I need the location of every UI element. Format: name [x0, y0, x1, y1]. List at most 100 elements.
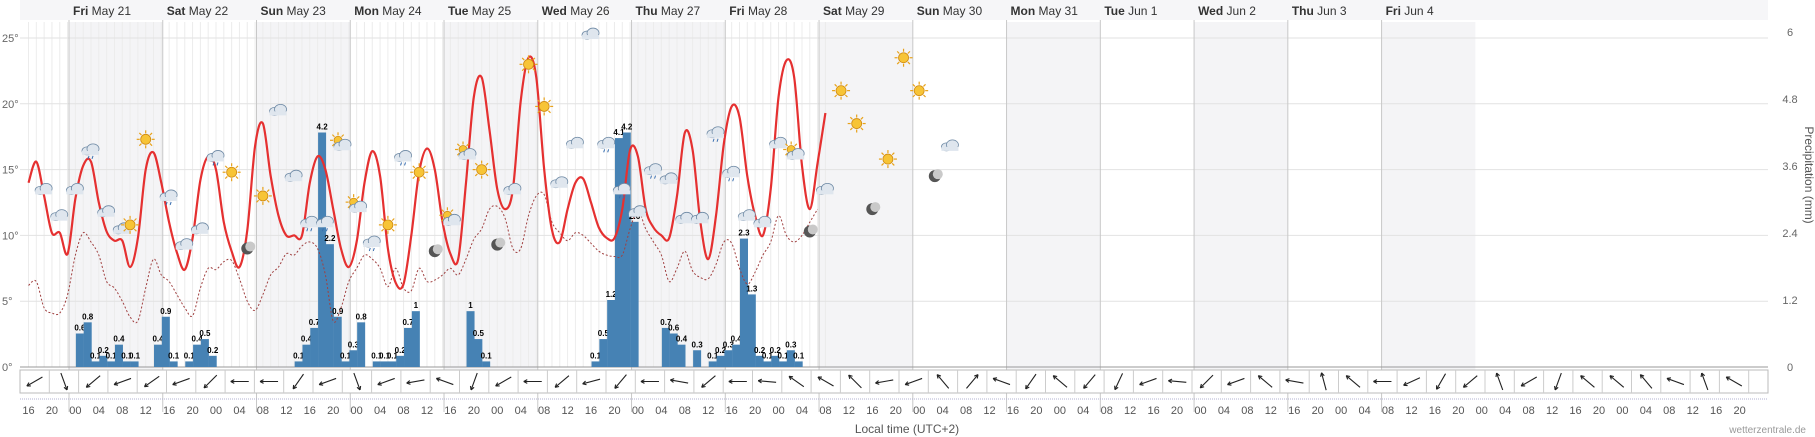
precip-bar — [591, 361, 600, 367]
cloud-base — [363, 242, 381, 247]
hour-tick-label: 00 — [69, 405, 81, 417]
wind-arrow-icon — [817, 376, 834, 387]
temp-tick-label: 25° — [2, 33, 19, 45]
cloud-base — [175, 245, 193, 250]
wind-arrow-head — [992, 378, 997, 382]
wind-arrow-icon — [377, 377, 395, 386]
wind-arrow-icon — [1199, 374, 1214, 389]
day-label: Mon May 24 — [354, 4, 422, 18]
cloud-base — [285, 177, 303, 182]
wind-arrow-head — [701, 385, 706, 388]
sun-ray — [785, 143, 789, 147]
wind-arrow-icon — [113, 377, 132, 386]
cloud-base — [394, 157, 412, 162]
precip-value-label: 0.1 — [184, 351, 196, 360]
hour-tick-label: 04 — [1640, 405, 1652, 417]
cloud-base — [644, 170, 662, 175]
day-date: Jun 3 — [1314, 4, 1347, 18]
rain-drop — [216, 162, 219, 166]
hour-tick-label: 20 — [186, 405, 198, 417]
wind-arrow-head — [1554, 385, 1556, 391]
hour-tick-label: 20 — [327, 405, 339, 417]
sun-ray — [532, 68, 536, 72]
precip-bar — [310, 327, 319, 367]
wind-arrow-head — [848, 374, 851, 380]
day-date: May 21 — [88, 4, 131, 18]
precip-value-label: 0.4 — [301, 335, 313, 344]
precip-value-label: 0.1 — [106, 351, 118, 360]
wind-arrow-head — [1227, 384, 1232, 386]
wind-arrow-shaft — [1609, 375, 1625, 388]
wind-arrow-shaft — [353, 372, 361, 391]
rain-drop — [732, 178, 735, 182]
day-date: May 28 — [745, 4, 788, 18]
precip-bar — [404, 327, 413, 367]
hour-tick-label: 04 — [937, 405, 949, 417]
precip-value-label: 0.2 — [754, 346, 766, 355]
wind-arrow-head — [319, 384, 324, 386]
wind-arrow-head — [1666, 377, 1672, 379]
hour-tick-label: 00 — [1054, 405, 1066, 417]
rain-drop — [404, 162, 406, 166]
sun-ray — [422, 176, 426, 180]
wind-arrow-icon — [259, 379, 279, 384]
sun-ray — [474, 162, 478, 166]
day-date: May 24 — [379, 4, 422, 18]
day-label: Thu May 27 — [636, 4, 701, 18]
wind-arrow-icon — [353, 372, 362, 391]
sun-disc — [882, 153, 894, 165]
sun-disc — [413, 166, 425, 178]
hour-tick-label: 20 — [1030, 405, 1042, 417]
hour-tick-label: 12 — [561, 405, 573, 417]
wind-arrow-head — [1168, 380, 1173, 384]
rain-drop — [712, 138, 715, 142]
precip-value-label: 0.5 — [473, 329, 485, 338]
wind-arrow-shaft — [788, 375, 805, 388]
precip-value-label: 0.7 — [309, 318, 321, 327]
precip-bar — [294, 361, 303, 367]
rain-drop — [165, 201, 168, 206]
wind-arrow-head — [1436, 386, 1441, 390]
sun-ray — [521, 57, 525, 61]
hour-tick-label: 16 — [22, 405, 34, 417]
wind-arrow-icon — [85, 375, 101, 388]
wind-arrow-icon — [936, 374, 950, 389]
wind-arrow-head — [817, 376, 821, 381]
hour-tick-label: 08 — [1663, 405, 1675, 417]
precip-bar — [716, 355, 725, 367]
wind-arrow-head — [113, 381, 118, 385]
wind-arrow-head — [1083, 386, 1088, 389]
wind-arrow-icon — [614, 374, 627, 389]
rain-icon — [644, 163, 662, 179]
wind-arrow-head — [26, 382, 30, 387]
hour-tick-label: 20 — [749, 405, 761, 417]
precip-value-label: 0.1 — [387, 351, 399, 360]
wind-arrow-shaft — [1139, 377, 1157, 386]
wind-arrow-head — [495, 382, 499, 387]
wind-arrow-shaft — [701, 375, 716, 388]
wind-arrow-head — [377, 381, 381, 385]
wind-arrow-icon — [318, 377, 337, 386]
wind-arrow-icon — [1520, 376, 1538, 387]
day-label: Tue Jun 1 — [1104, 4, 1157, 18]
day-of-week: Fri — [729, 4, 744, 18]
wind-arrow-shaft — [203, 374, 218, 389]
wind-arrow-shaft — [1320, 372, 1327, 391]
precip-value-label: 0.2 — [207, 346, 219, 355]
sun-disc — [124, 219, 136, 231]
wind-arrow-shaft — [1199, 374, 1214, 389]
wind-arrow-icon — [203, 374, 218, 389]
precip-bar — [614, 138, 623, 367]
cloud-base — [628, 212, 646, 217]
precip-value-label: 0.1 — [777, 351, 789, 360]
rain-drop — [716, 138, 719, 142]
hour-tick-label: 08 — [960, 405, 972, 417]
cloud-base — [707, 133, 725, 138]
precip-bar — [75, 333, 84, 367]
wind-arrow-icon — [60, 372, 69, 391]
wind-arrow-icon — [1227, 377, 1245, 386]
rain-icon — [315, 215, 334, 232]
sun-ray — [235, 165, 239, 169]
